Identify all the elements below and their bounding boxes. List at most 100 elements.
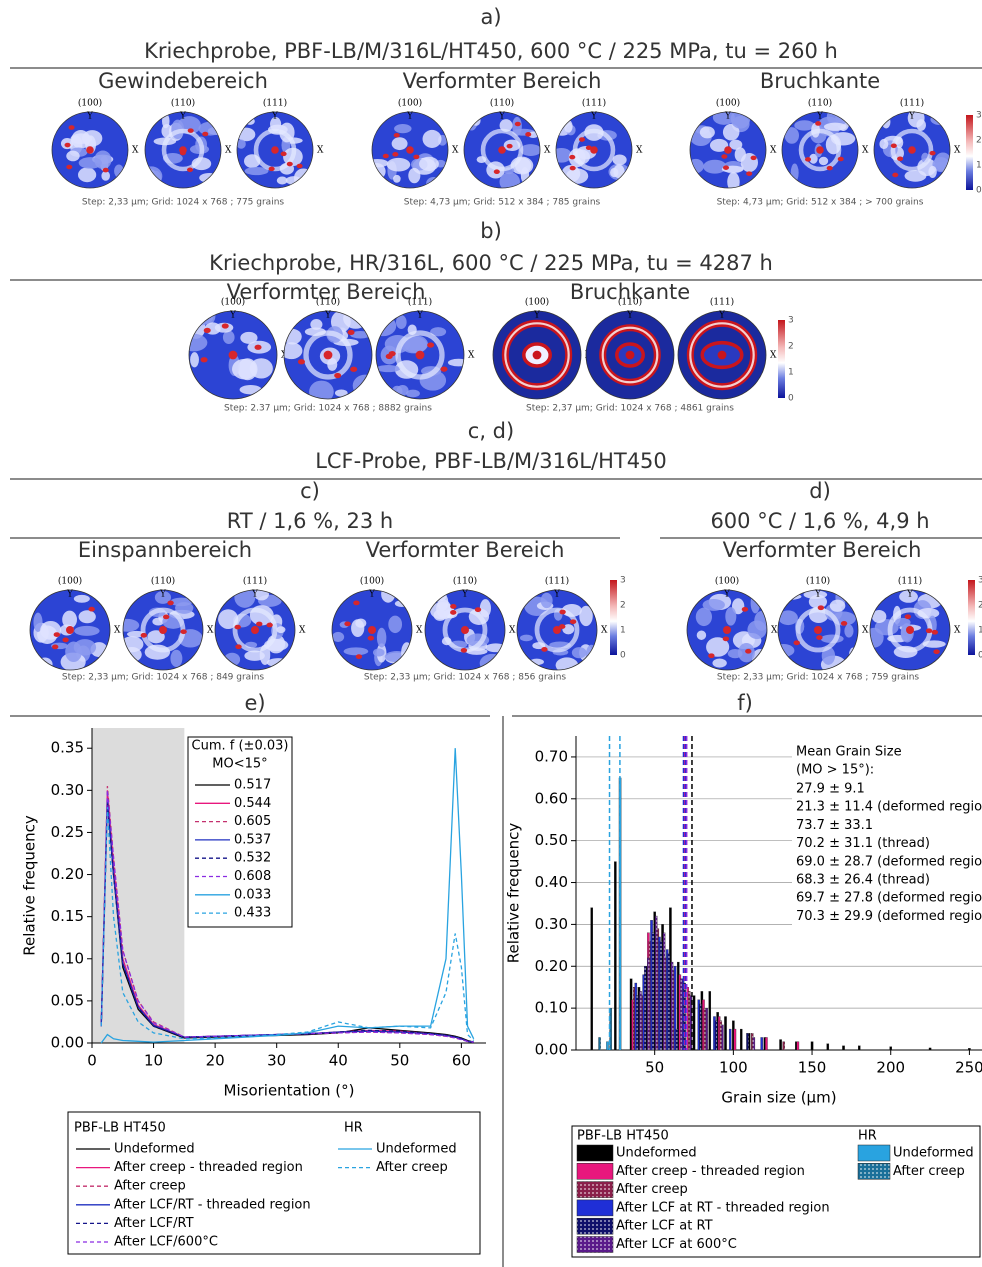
- axis-letter: Y: [66, 590, 74, 600]
- pf-hot: [925, 628, 933, 634]
- pf-hot: [897, 156, 904, 162]
- axis-letter: Y: [906, 590, 914, 600]
- pf-blob: [829, 599, 846, 612]
- caption: Step: 2.37 µm; Grid: 1024 x 768 ; 8882 g…: [224, 404, 432, 414]
- bar: [667, 953, 671, 1051]
- legend: [571, 1125, 981, 1258]
- pf-ring: [303, 330, 353, 380]
- pf-hot: [355, 654, 363, 660]
- axis-letter: Y: [590, 112, 598, 122]
- pf-blob: [585, 644, 597, 665]
- pole-figure: [425, 590, 505, 670]
- pf-blob: [904, 170, 927, 182]
- pf-blob: [934, 152, 950, 171]
- pole-label: (100): [525, 297, 549, 308]
- pf-blob: [809, 153, 818, 164]
- pf-blob: [40, 620, 62, 640]
- axis-letter: Y: [498, 112, 506, 122]
- pf-edge: [144, 111, 222, 189]
- pole-figure: [145, 112, 221, 188]
- pf-blob: [579, 605, 593, 627]
- pf-blob: [930, 114, 950, 126]
- pf-ring: [253, 128, 297, 172]
- pole-figure: [517, 590, 597, 670]
- pf-hot: [367, 635, 375, 641]
- pf-blob: [419, 156, 439, 171]
- pf-blob: [512, 116, 522, 136]
- pf-blob: [696, 630, 707, 640]
- pf-blob: [78, 610, 96, 624]
- pf-hot: [254, 344, 262, 350]
- panel-title: Kriechprobe, HR/316L, 600 °C / 225 MPa, …: [209, 251, 773, 275]
- panel-label: d): [809, 479, 831, 503]
- pf-hot: [904, 614, 912, 620]
- legend-label: After creep: [616, 1182, 688, 1197]
- pole-label: (110): [171, 98, 195, 109]
- pf-hot: [890, 143, 897, 149]
- pf-edge: [869, 589, 951, 671]
- pf-center: [179, 146, 187, 154]
- bar: [714, 1020, 718, 1051]
- pf-blob: [65, 641, 82, 663]
- pf-hot: [256, 621, 263, 627]
- legend-label: After creep - threaded region: [114, 1160, 303, 1175]
- pf-blob: [818, 156, 829, 166]
- pole-figure: [586, 311, 674, 399]
- colorbar: [966, 115, 973, 190]
- means-box: [792, 742, 982, 926]
- pf-hot: [741, 606, 749, 612]
- pf-blob: [479, 653, 505, 670]
- colorbar-tick: 3: [976, 111, 982, 121]
- y-tick-label: 0.25: [51, 823, 84, 841]
- pf-blob: [722, 123, 740, 141]
- pf-blob: [784, 127, 800, 144]
- pf-hot: [804, 157, 812, 162]
- pole-figure: [123, 590, 203, 670]
- pf-blob: [244, 166, 269, 176]
- pf-edge: [51, 111, 129, 189]
- y-tick-label: 0.10: [535, 999, 568, 1017]
- pf-blob: [823, 122, 847, 131]
- pf-edge: [873, 111, 951, 189]
- pf-edge: [781, 111, 859, 189]
- bar: [708, 991, 712, 1051]
- pf-center: [723, 626, 731, 634]
- pf-blob: [703, 159, 727, 174]
- x-tick-label: 60: [452, 1052, 471, 1070]
- pf-hot: [837, 156, 844, 162]
- legend-swatch: [576, 1217, 614, 1235]
- bar: [752, 1037, 756, 1051]
- legend-value: 0.544: [234, 796, 271, 811]
- pf-ring: [795, 607, 841, 653]
- pf-ring-w: [504, 322, 570, 388]
- group-title: Gewindebereich: [98, 69, 268, 93]
- axis-letter: X: [770, 146, 777, 156]
- axis-letter: X: [452, 146, 459, 156]
- bar: [609, 1007, 612, 1051]
- pole-label: (100): [221, 297, 245, 308]
- pf-hot: [64, 142, 71, 148]
- panel-title: RT / 1,6 %, 23 h: [227, 509, 393, 533]
- axis-letter: Y: [179, 112, 187, 122]
- colorbar-tick: 1: [620, 626, 626, 636]
- axis-letter: Y: [908, 112, 916, 122]
- pf-blob: [540, 592, 553, 609]
- pf-edge: [677, 310, 767, 400]
- pf-blob: [334, 389, 348, 397]
- pole-label: (110): [151, 576, 175, 587]
- pf-center: [251, 626, 259, 634]
- legend-swatch: [576, 1199, 614, 1217]
- pf-blob: [747, 620, 767, 640]
- group-title: Verformter Bereich: [403, 69, 602, 93]
- legend-swatch: [576, 1236, 614, 1253]
- pf-center: [271, 146, 279, 154]
- legend: [67, 1111, 481, 1255]
- axis-letter: Y: [724, 112, 732, 122]
- panel-label: c, d): [468, 419, 514, 443]
- x-tick-label: 100: [719, 1059, 748, 1077]
- pf-blob: [499, 119, 513, 132]
- caption: Step: 2,33 µm; Grid: 1024 x 768 ; 849 gr…: [62, 673, 265, 683]
- pf-edge: [686, 589, 768, 671]
- bar: [662, 932, 666, 1051]
- pf-hot: [66, 164, 73, 170]
